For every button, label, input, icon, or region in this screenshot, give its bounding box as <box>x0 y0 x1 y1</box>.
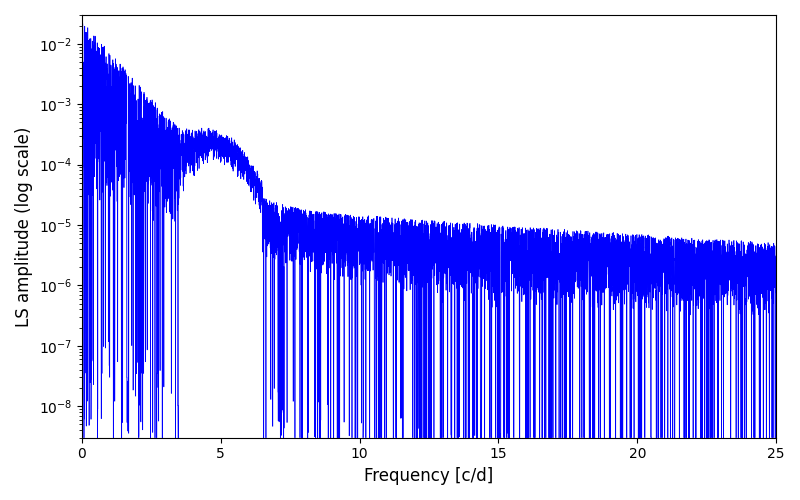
X-axis label: Frequency [c/d]: Frequency [c/d] <box>364 467 494 485</box>
Y-axis label: LS amplitude (log scale): LS amplitude (log scale) <box>15 126 33 326</box>
